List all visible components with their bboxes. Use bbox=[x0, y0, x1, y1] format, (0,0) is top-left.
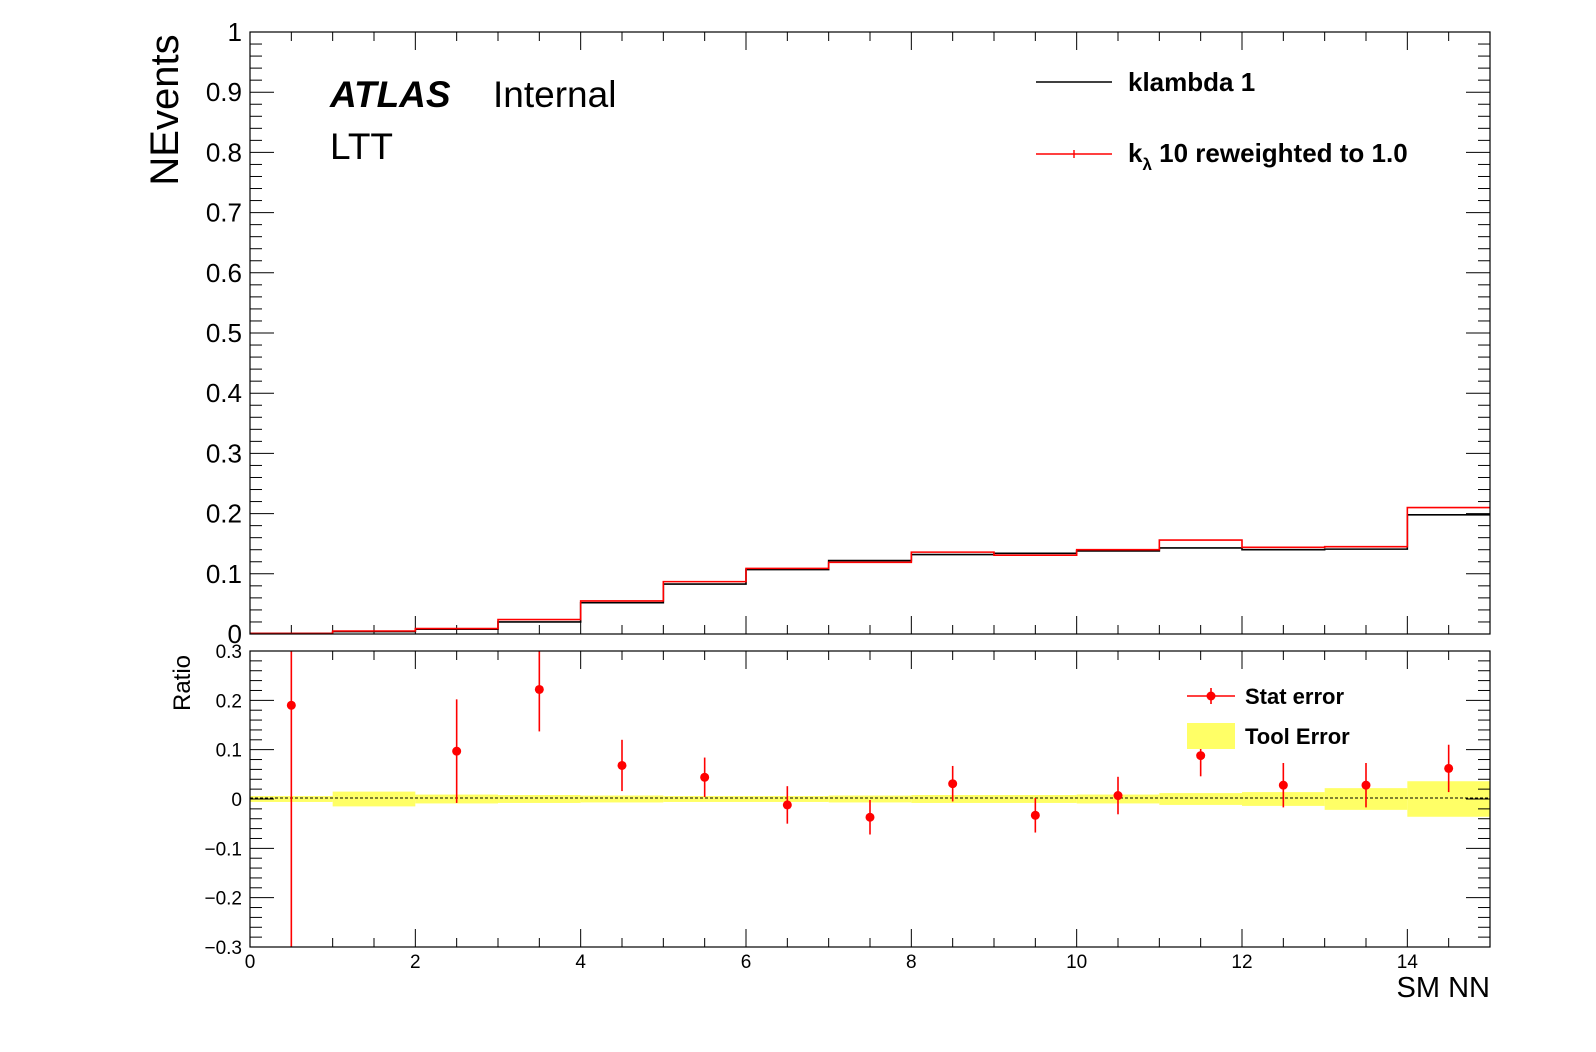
ratio-panel-x-tick-labels: 0 2 4 6 8 10 12 14 bbox=[245, 952, 1419, 973]
region-label: LTT bbox=[330, 126, 393, 167]
tool-error-bin bbox=[1159, 793, 1242, 805]
stat-error-point bbox=[1196, 751, 1206, 761]
stat-error-points bbox=[286, 651, 1454, 947]
legend-label-tool-error: Tool Error bbox=[1245, 724, 1350, 749]
ratio-legend: Stat error Tool Error bbox=[1187, 684, 1350, 749]
stat-error-point bbox=[1030, 810, 1040, 820]
ratio-panel-y-tick-labels: −0.3 −0.2 −0.1 0 0.1 0.2 0.3 bbox=[204, 642, 242, 959]
y-tick-label: 0.4 bbox=[206, 378, 242, 408]
tool-error-bin bbox=[580, 795, 664, 803]
x-tick-label: 10 bbox=[1066, 952, 1087, 973]
x-tick-label: 2 bbox=[410, 952, 421, 973]
main-panel-series bbox=[250, 506, 1490, 635]
y-tick-label: −0.2 bbox=[204, 889, 242, 910]
stat-error-point bbox=[700, 772, 710, 782]
y-tick-label: 0.2 bbox=[206, 499, 242, 529]
legend-label-klambda1: klambda 1 bbox=[1128, 67, 1255, 97]
main-legend: klambda 1 kλ 10 reweighted to 1.0 bbox=[1036, 67, 1408, 174]
x-tick-label: 12 bbox=[1231, 952, 1252, 973]
stat-error-point bbox=[782, 800, 792, 810]
stat-error-point bbox=[865, 812, 875, 822]
stat-error-point bbox=[1361, 780, 1371, 790]
main-histogram-panel: 0 0.1 0.2 0.3 0.4 0.5 0.6 0.7 0.8 0.9 1 NEvents AT… bbox=[143, 17, 1491, 649]
y-tick-label: 0.1 bbox=[216, 741, 242, 762]
y-tick-label: −0.3 bbox=[204, 938, 242, 959]
stat-error-point bbox=[1278, 780, 1288, 790]
tool-error-bin bbox=[498, 795, 581, 803]
internal-label: Internal bbox=[493, 74, 616, 115]
tool-error-bin bbox=[828, 795, 912, 803]
ratio-panel: −0.3 −0.2 −0.1 0 0.1 0.2 0.3 0 2 4 6 8 10 12 14 Ratio… bbox=[169, 642, 1491, 1004]
y-tick-label: 0.7 bbox=[206, 198, 242, 228]
ratio-panel-frame bbox=[249, 650, 1491, 948]
x-axis-label: SM NN bbox=[1397, 972, 1490, 1004]
stat-error-point bbox=[534, 684, 544, 694]
legend-marker-stat-error bbox=[1206, 691, 1216, 701]
y-tick-label: 0 bbox=[231, 790, 242, 811]
ratio-y-axis-label: Ratio bbox=[169, 655, 196, 711]
stat-error-point bbox=[948, 779, 958, 789]
y-tick-label: 0 bbox=[228, 619, 242, 649]
legend-label-kl10-reweighted: kλ 10 reweighted to 1.0 bbox=[1128, 138, 1408, 174]
x-tick-label: 6 bbox=[741, 952, 752, 973]
main-panel-y-tick-labels: 0 0.1 0.2 0.3 0.4 0.5 0.6 0.7 0.8 0.9 1 bbox=[206, 17, 242, 649]
ratio-panel-ticks bbox=[249, 650, 1491, 948]
y-tick-label: 1 bbox=[228, 17, 242, 47]
y-tick-label: 0.9 bbox=[206, 77, 242, 107]
tool-error-bin bbox=[332, 791, 416, 807]
y-tick-label: 0.3 bbox=[206, 438, 242, 468]
stat-error-point bbox=[1113, 791, 1123, 801]
y-tick-label: 0.3 bbox=[216, 642, 242, 663]
x-tick-label: 4 bbox=[575, 952, 586, 973]
main-panel-frame bbox=[249, 31, 1491, 635]
series-kl10-reweighted-step bbox=[250, 506, 1490, 635]
atlas-label: ATLAS bbox=[329, 74, 451, 115]
y-tick-label: 0.6 bbox=[206, 258, 242, 288]
legend-swatch-tool-error bbox=[1187, 723, 1235, 749]
stat-error-point bbox=[617, 760, 627, 770]
y-tick-label: −0.1 bbox=[204, 839, 242, 860]
x-tick-label: 0 bbox=[245, 952, 256, 973]
y-tick-label: 0.1 bbox=[206, 559, 242, 589]
x-tick-label: 14 bbox=[1397, 952, 1419, 973]
stat-error-point bbox=[286, 700, 296, 710]
main-y-axis-label: NEvents bbox=[143, 34, 187, 185]
x-tick-label: 8 bbox=[906, 952, 917, 973]
y-tick-label: 0.8 bbox=[206, 137, 242, 167]
stat-error-point bbox=[1444, 763, 1454, 773]
stat-error-point bbox=[452, 746, 462, 756]
tool-error-bin bbox=[663, 796, 746, 802]
y-tick-label: 0.5 bbox=[206, 318, 242, 348]
legend-label-stat-error: Stat error bbox=[1245, 684, 1344, 709]
y-tick-label: 0.2 bbox=[216, 691, 242, 712]
